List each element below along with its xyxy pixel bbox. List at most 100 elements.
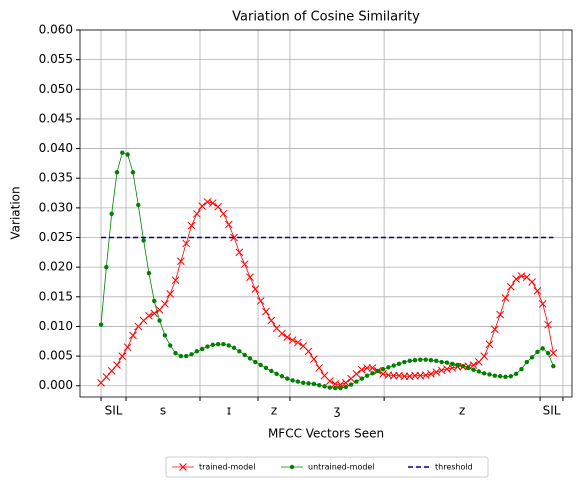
plot-frame <box>79 29 573 398</box>
marker <box>375 368 380 374</box>
y-axis-label: Variation <box>9 186 23 239</box>
marker <box>214 202 222 211</box>
marker <box>503 374 508 380</box>
x-tick-label: z <box>459 404 465 418</box>
marker <box>512 275 520 283</box>
y-tick-label: 0.010 <box>39 319 73 333</box>
y-tick-label: 0.050 <box>39 82 73 96</box>
marker <box>166 289 175 298</box>
marker <box>450 361 455 366</box>
x-tick-label: SIL <box>105 404 123 418</box>
marker <box>301 380 306 385</box>
marker <box>545 350 551 356</box>
marker <box>427 370 435 378</box>
marker <box>460 363 466 369</box>
marker <box>432 368 441 376</box>
x-tick-label: ɪ <box>227 404 231 418</box>
marker <box>210 342 215 348</box>
legend-label: trained-model <box>199 463 255 472</box>
marker <box>198 202 206 210</box>
marker <box>125 152 130 157</box>
marker <box>263 365 269 371</box>
marker <box>192 209 201 218</box>
marker <box>242 352 247 358</box>
legend: trained-model untrained-model threshold <box>165 456 489 478</box>
marker <box>332 385 338 391</box>
marker <box>162 333 168 338</box>
marker <box>535 349 540 355</box>
y-tick-label: 0.060 <box>39 23 73 37</box>
marker <box>146 270 152 276</box>
marker <box>171 276 180 285</box>
marker <box>231 345 237 350</box>
marker <box>283 333 292 341</box>
marker <box>490 325 499 334</box>
marker <box>176 257 185 266</box>
marker <box>253 359 258 365</box>
y-tick-label: 0.015 <box>39 289 73 303</box>
marker <box>295 379 301 384</box>
marker <box>251 285 260 293</box>
y-tick-label: 0.055 <box>39 52 73 66</box>
marker <box>506 282 515 291</box>
marker <box>391 363 396 368</box>
marker <box>269 368 274 374</box>
legend-marker <box>289 464 295 470</box>
marker <box>513 371 519 377</box>
y-tick-label: 0.030 <box>39 200 73 214</box>
marker <box>161 300 169 308</box>
marker <box>380 366 386 372</box>
legend-box <box>165 456 489 478</box>
marker <box>524 359 529 365</box>
marker <box>235 248 244 257</box>
marker <box>136 202 141 208</box>
marker <box>178 353 184 359</box>
marker <box>402 359 407 365</box>
marker <box>370 371 375 376</box>
marker <box>311 381 317 387</box>
y-tick-label: 0.005 <box>39 349 73 363</box>
marker <box>492 373 498 378</box>
marker <box>528 278 536 286</box>
marker <box>150 309 159 318</box>
marker <box>226 343 231 348</box>
marker <box>549 349 558 357</box>
marker <box>189 352 194 357</box>
marker <box>290 378 295 383</box>
marker <box>203 198 212 206</box>
marker <box>439 359 444 365</box>
marker <box>215 342 221 347</box>
marker <box>544 320 552 329</box>
marker <box>444 360 450 365</box>
marker <box>288 336 297 344</box>
marker <box>199 346 205 352</box>
marker <box>141 238 146 243</box>
marker <box>551 363 556 369</box>
marker <box>123 343 132 352</box>
marker <box>304 347 313 356</box>
marker <box>437 366 446 375</box>
marker <box>120 150 125 155</box>
marker <box>262 307 270 316</box>
x-tick-label: SIL <box>543 404 561 418</box>
marker <box>322 384 327 389</box>
marker <box>182 239 191 248</box>
marker <box>529 355 535 360</box>
marker <box>497 374 503 379</box>
marker <box>278 329 286 338</box>
marker <box>145 311 153 320</box>
marker <box>224 220 233 229</box>
y-tick-label: 0.035 <box>39 171 73 185</box>
marker <box>338 385 343 391</box>
legend-label: untrained-model <box>308 463 375 472</box>
y-tick-label: 0.045 <box>39 111 73 125</box>
marker <box>396 361 402 366</box>
marker <box>487 372 492 377</box>
marker <box>118 352 127 360</box>
marker <box>386 365 391 370</box>
marker <box>407 358 412 364</box>
marker <box>279 374 285 379</box>
y-tick-label: 0.025 <box>39 230 73 244</box>
marker <box>152 298 157 304</box>
